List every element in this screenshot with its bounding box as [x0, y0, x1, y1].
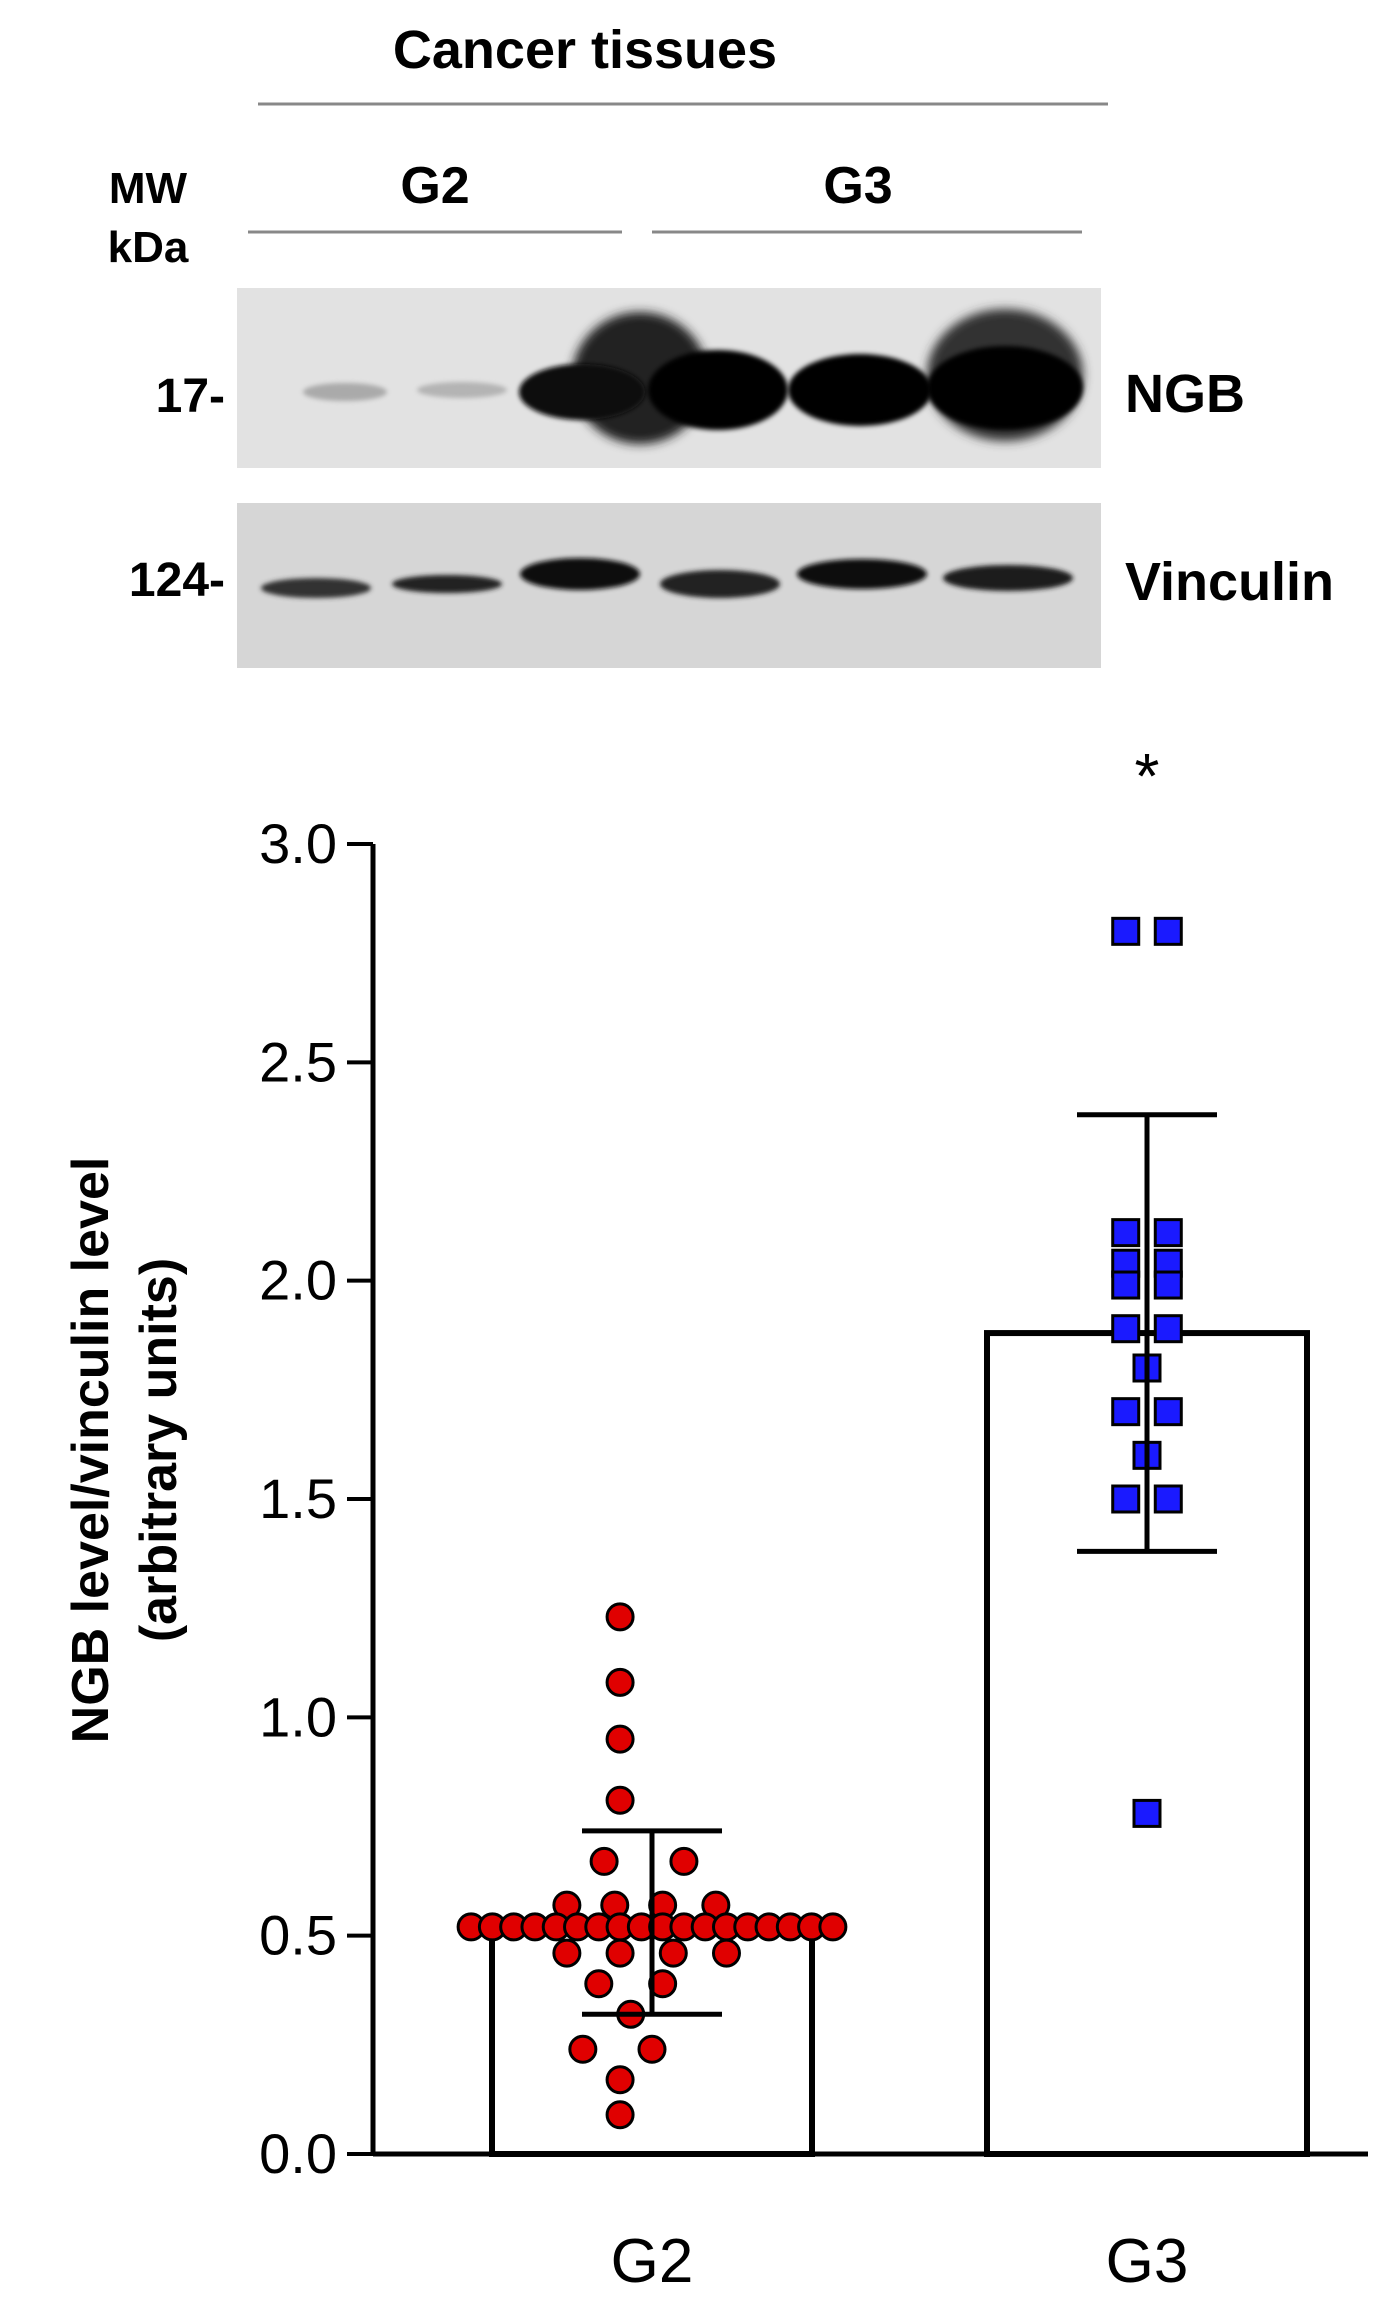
ngb-bands	[303, 309, 1083, 444]
data-point-g3	[1153, 1270, 1183, 1300]
y-axis-ticks: 0.0 0.5 1.0 1.5 2.0 2.5 3.0	[259, 812, 373, 2185]
band-name-vinculin: Vinculin	[1125, 552, 1334, 612]
data-point-g3	[1111, 1397, 1141, 1427]
data-point-g2	[568, 2034, 598, 2064]
data-point-g3	[1153, 1314, 1183, 1344]
y-tick-label: 3.0	[259, 812, 337, 875]
data-point-g2	[605, 2065, 635, 2095]
x-tick-label-g2: G2	[611, 2227, 694, 2296]
data-point-g2	[658, 1938, 688, 1968]
significance-marker: *	[1135, 740, 1160, 812]
blot-header: Cancer tissues	[393, 20, 777, 80]
data-point-g2	[605, 1724, 635, 1754]
band-mw-ngb: 17-	[156, 370, 225, 423]
data-point-g2	[605, 1785, 635, 1815]
data-point-g2	[669, 1846, 699, 1876]
y-tick-label: 0.5	[259, 1904, 337, 1967]
data-point-g3	[1132, 1798, 1162, 1828]
data-point-g2	[584, 1969, 614, 1999]
mw-label: MW	[109, 164, 188, 213]
data-point-g3	[1111, 1270, 1141, 1300]
data-point-g2	[605, 1602, 635, 1632]
blot-group-g2: G2	[400, 157, 469, 215]
data-point-g2	[605, 1938, 635, 1968]
axes	[370, 844, 1368, 2157]
y-axis-label-line1: NGB level/vinculin level	[62, 1157, 120, 1744]
blot-group-g3: G3	[823, 157, 892, 215]
y-tick-label: 0.0	[259, 2122, 337, 2185]
y-tick-label: 2.5	[259, 1030, 337, 1093]
data-point-g3	[1153, 1397, 1183, 1427]
data-point-g2	[589, 1846, 619, 1876]
y-tick-label: 1.0	[259, 1685, 337, 1748]
data-point-g3	[1111, 1314, 1141, 1344]
data-point-g2	[818, 1912, 848, 1942]
data-point-g2	[552, 1938, 582, 1968]
data-point-g2	[711, 1938, 741, 1968]
y-tick-label: 1.5	[259, 1467, 337, 1530]
data-point-g2	[605, 1667, 635, 1697]
data-point-g3	[1111, 1218, 1141, 1248]
data-point-g3	[1111, 916, 1141, 946]
data-point-g3	[1153, 1218, 1183, 1248]
data-point-g3	[1153, 916, 1183, 946]
y-axis-label-line2: (arbitrary units)	[130, 1258, 188, 1642]
data-point-g3	[1153, 1484, 1183, 1514]
kda-label: kDa	[108, 223, 189, 272]
band-mw-vinculin: 124-	[129, 554, 225, 607]
data-point-g2	[605, 2100, 635, 2130]
data-points	[456, 916, 1183, 2130]
category-labels: G2 G3 *	[611, 740, 1189, 2296]
y-tick-label: 2.0	[259, 1249, 337, 1312]
error-bars	[582, 1112, 1217, 2017]
band-name-ngb: NGB	[1125, 364, 1245, 424]
vinculin-bands	[261, 558, 1073, 598]
western-blot: Cancer tissues MW kDa G2 G3 17- NGB	[108, 20, 1334, 668]
bar-chart: NGB level/vinculin level (arbitrary unit…	[62, 740, 1368, 2296]
x-tick-label-g3: G3	[1106, 2227, 1189, 2296]
data-point-g3	[1111, 1484, 1141, 1514]
data-point-g2	[637, 2034, 667, 2064]
